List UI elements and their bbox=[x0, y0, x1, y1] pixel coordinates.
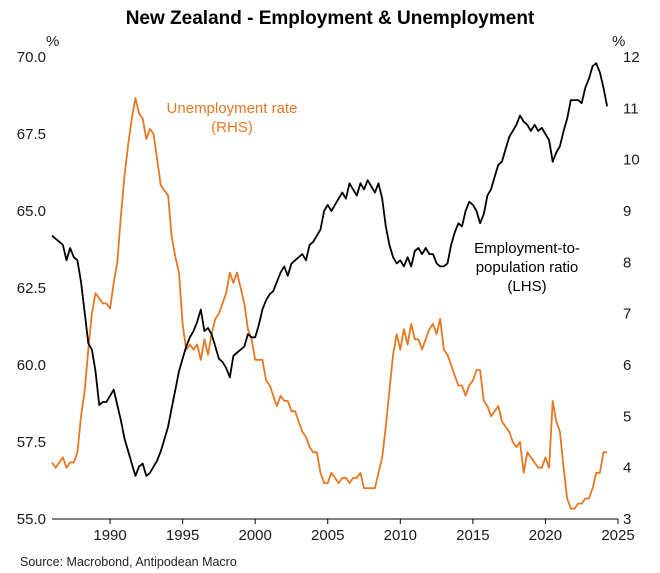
chart-title: New Zealand - Employment & Unemployment bbox=[126, 8, 535, 29]
x-tick-label: 2025 bbox=[601, 527, 634, 544]
x-axis-ticks: 1990 1995 2000 2005 2010 2015 2020 2025 bbox=[93, 519, 635, 544]
series-layer bbox=[51, 62, 608, 510]
x-tick-label: 1990 bbox=[93, 527, 126, 544]
right-tick-label: 10 bbox=[623, 152, 640, 169]
right-tick-label: 3 bbox=[623, 511, 631, 528]
right-tick-label: 12 bbox=[623, 49, 640, 66]
left-axis-unit: % bbox=[46, 33, 59, 50]
left-tick-label: 65.0 bbox=[17, 203, 46, 220]
left-tick-label: 55.0 bbox=[17, 511, 46, 528]
right-axis-ticks: 3 4 5 6 7 8 9 10 11 12 bbox=[623, 49, 640, 528]
source-note: Source: Macrobond, Antipodean Macro bbox=[20, 555, 237, 569]
x-tick-label: 2015 bbox=[456, 527, 489, 544]
left-tick-label: 67.5 bbox=[17, 126, 46, 143]
annotation-line: population ratio bbox=[476, 259, 579, 276]
right-tick-label: 4 bbox=[623, 460, 631, 477]
x-tick-label: 1995 bbox=[166, 527, 199, 544]
unemployment-annotation: Unemployment rate (RHS) bbox=[167, 100, 298, 136]
right-tick-label: 6 bbox=[623, 357, 631, 374]
left-tick-label: 70.0 bbox=[17, 49, 46, 66]
left-tick-label: 62.5 bbox=[17, 280, 46, 297]
left-tick-label: 60.0 bbox=[17, 357, 46, 374]
left-tick-label: 57.5 bbox=[17, 434, 46, 451]
employment-ratio-line bbox=[51, 62, 608, 477]
annotation-line: (RHS) bbox=[211, 119, 253, 136]
annotation-line: Unemployment rate bbox=[167, 100, 298, 117]
x-tick-label: 2005 bbox=[311, 527, 344, 544]
x-tick-label: 2000 bbox=[238, 527, 271, 544]
right-tick-label: 11 bbox=[623, 100, 639, 117]
right-axis-unit: % bbox=[612, 33, 625, 50]
unemployment-rate-line bbox=[51, 97, 608, 510]
annotation-line: Employment-to- bbox=[474, 240, 580, 257]
employment-annotation: Employment-to-population ratio (LHS) bbox=[474, 240, 580, 295]
right-tick-label: 7 bbox=[623, 306, 631, 323]
right-tick-label: 5 bbox=[623, 408, 631, 425]
right-tick-label: 8 bbox=[623, 254, 631, 271]
annotation-line: (LHS) bbox=[507, 278, 546, 295]
left-axis-ticks: 55.0 57.5 60.0 62.5 65.0 67.5 70.0 bbox=[17, 49, 46, 528]
x-tick-label: 2010 bbox=[384, 527, 417, 544]
right-tick-label: 9 bbox=[623, 203, 631, 220]
x-tick-label: 2020 bbox=[529, 527, 562, 544]
